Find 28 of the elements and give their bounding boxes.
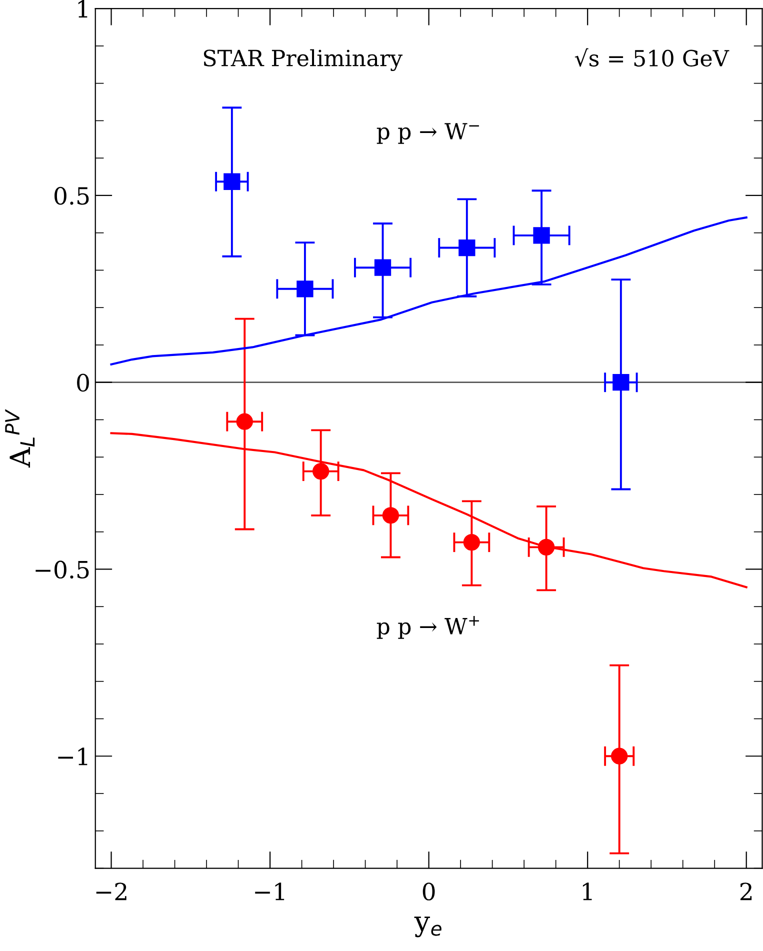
point	[612, 374, 630, 391]
annotation: √s = 510 GeV	[574, 48, 730, 67]
point	[236, 413, 253, 430]
x-tick-label: −2	[96, 882, 126, 900]
x-tick-label: 0	[422, 882, 435, 900]
x-tick-label: −1	[255, 882, 284, 900]
point	[538, 538, 555, 556]
point	[374, 259, 392, 276]
point	[382, 507, 400, 524]
y-axis-title: A$_{L}$$^{PV}$	[5, 409, 35, 468]
point	[611, 748, 628, 764]
y-tick-label: 1	[78, 0, 88, 18]
point	[533, 227, 550, 244]
x-axis-title: y$_{e}$	[414, 916, 442, 938]
y-tick-label: 0	[77, 374, 89, 392]
y-tick-label: 0.5	[54, 186, 89, 205]
point	[224, 173, 240, 190]
x-tick-label: 1	[582, 882, 592, 900]
y-tick-label: −0.5	[36, 560, 89, 579]
point	[312, 462, 330, 480]
point	[463, 534, 480, 551]
y-tick-label: −1	[58, 748, 88, 766]
point	[458, 239, 476, 256]
annotation: p p → W$^{+}$	[376, 616, 479, 639]
point	[296, 280, 314, 298]
x-tick-label: 2	[740, 882, 752, 900]
annotation: STAR Preliminary	[204, 49, 403, 72]
annotation: p p → W$^{−}$	[376, 123, 479, 144]
